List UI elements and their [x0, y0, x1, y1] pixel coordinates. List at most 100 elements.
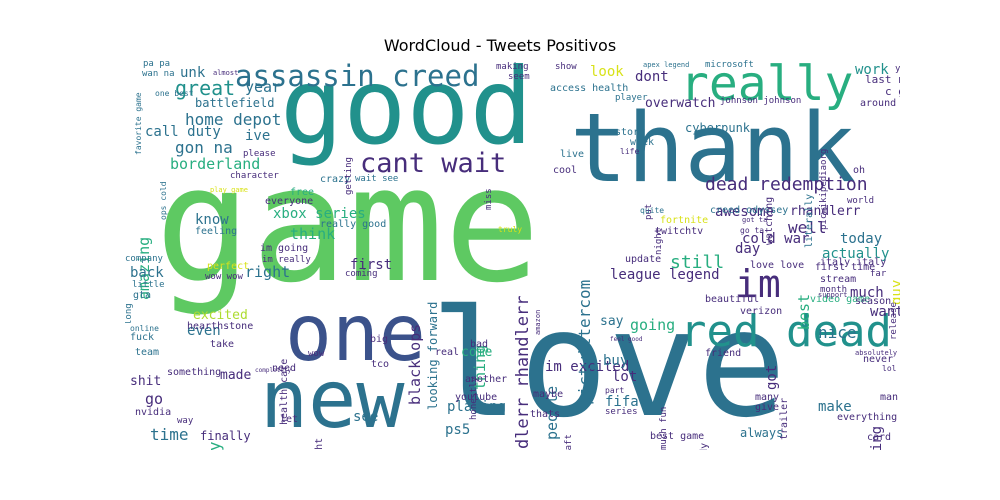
word-something: something	[167, 367, 222, 378]
word-wow-wow: wow wow	[205, 272, 243, 282]
word-going: going	[630, 316, 676, 334]
word-truly: truly	[498, 225, 523, 234]
word-feel: feel	[182, 449, 197, 450]
word-world-warcraft: world warcraft	[564, 434, 574, 450]
word-update: update	[625, 254, 662, 265]
word-friend: friend	[705, 348, 742, 359]
word-still: still	[670, 252, 725, 273]
word-hearthstone: hearthstone	[187, 321, 254, 332]
word-black-ops: black ops	[406, 323, 424, 405]
word-love: love	[430, 278, 787, 450]
word-youtube: youtube	[455, 392, 498, 403]
word-well: well	[788, 218, 827, 237]
word-nvidia: nvidia	[135, 407, 172, 418]
word-tco: tco	[371, 359, 390, 370]
word-red-dead: red dead	[680, 306, 892, 357]
word-bad: bad	[470, 339, 489, 350]
word-lol: lol	[882, 364, 897, 373]
word-im: im	[735, 262, 781, 306]
word-video-game: video game	[810, 294, 871, 305]
word-week: week	[630, 137, 655, 148]
word-completely: completely	[255, 367, 292, 374]
word-release: release	[889, 302, 899, 340]
word-much: much	[850, 285, 884, 301]
word-year: year	[245, 78, 282, 96]
word-honestly: honestly	[469, 376, 479, 420]
word-company: company	[125, 254, 163, 264]
word-im-going: im going	[260, 243, 309, 254]
word-everyone: everyone	[265, 196, 314, 207]
word-seem: seem	[508, 72, 530, 82]
word-right: right	[245, 263, 291, 281]
word-access-health: access health	[550, 83, 629, 94]
word-miss: miss	[484, 188, 494, 210]
word-maybe: maybe	[533, 389, 564, 400]
word-pictwittercom: pictwittercom	[575, 279, 594, 405]
word-want: want	[870, 304, 900, 320]
word-story: story	[615, 127, 646, 138]
word-amazon: amazon	[534, 309, 542, 335]
word-ops-cold: ops cold	[159, 181, 168, 220]
word-thats: thats	[530, 409, 561, 420]
word-wan-na: wan na	[142, 69, 175, 79]
word-fifa: fifa	[605, 394, 639, 410]
word-quite: quite	[640, 206, 665, 215]
word-great: great	[175, 76, 236, 100]
word-creed-odyssey: creed odyssey	[710, 205, 789, 216]
word-real: real	[435, 347, 460, 358]
word-actually: actually	[822, 246, 890, 262]
word-gon-na: gon na	[175, 138, 233, 157]
word-crazy: crazy	[320, 174, 351, 185]
word-far: far	[870, 269, 887, 279]
word-make: make	[818, 399, 852, 415]
word-favorite-game: favorite game	[134, 92, 143, 155]
word-everything: everything	[837, 412, 898, 423]
word-man: man	[880, 392, 899, 403]
word-one-best: one best	[155, 89, 194, 98]
word-ive: ive	[245, 128, 271, 144]
word-playing: playing	[447, 399, 507, 415]
word-making: making	[496, 62, 529, 72]
word-borderland: borderland	[170, 155, 261, 173]
word-much-fun: much fun	[659, 406, 669, 450]
word-already: already	[699, 443, 710, 450]
word-feel-good: feel good	[610, 336, 643, 343]
word-know: know	[195, 212, 229, 228]
word-one: one	[285, 289, 426, 379]
word-nice: nice	[818, 323, 857, 342]
word-youre: youre	[895, 64, 900, 74]
word-c-go: c go	[885, 85, 900, 98]
word-perfect: perfect	[207, 261, 250, 272]
word-online: online	[130, 324, 159, 333]
word-lot: lot	[612, 369, 638, 385]
word-wait-see: wait see	[355, 174, 399, 184]
word-cold-war: cold war	[742, 231, 810, 247]
word-first: first	[350, 257, 393, 273]
word-battlefield: battlefield	[195, 96, 275, 110]
word-thank: thank	[570, 94, 856, 204]
word-part: part	[605, 386, 625, 395]
word-rhandlerr: rhandlerr	[790, 204, 861, 219]
word-little: little	[132, 280, 165, 290]
word-league-legend: league legend	[610, 267, 720, 283]
word-need: need	[272, 363, 297, 374]
word-many: many	[755, 392, 780, 403]
word-team: team	[135, 347, 160, 358]
word-really-good: really good	[320, 219, 387, 230]
word-coming: coming	[345, 269, 378, 279]
word-microsoft: microsoft	[705, 60, 754, 70]
word-oh: oh	[853, 165, 866, 176]
word-go: go	[145, 390, 164, 408]
word-feeling: feeling	[195, 226, 238, 237]
word-really: really	[680, 60, 854, 112]
word-love-love: love love	[750, 260, 805, 271]
word-fuck: fuck	[130, 332, 155, 343]
word-month: month	[820, 285, 848, 295]
word-twitchtv: twitchtv	[655, 226, 704, 237]
word-always: always	[740, 426, 784, 440]
word-dont: dont	[635, 69, 669, 85]
word-shit: shit	[130, 374, 162, 389]
word-please: please	[243, 149, 276, 159]
word-ps5: ps5	[445, 422, 471, 438]
word-literally: literally	[804, 193, 815, 248]
